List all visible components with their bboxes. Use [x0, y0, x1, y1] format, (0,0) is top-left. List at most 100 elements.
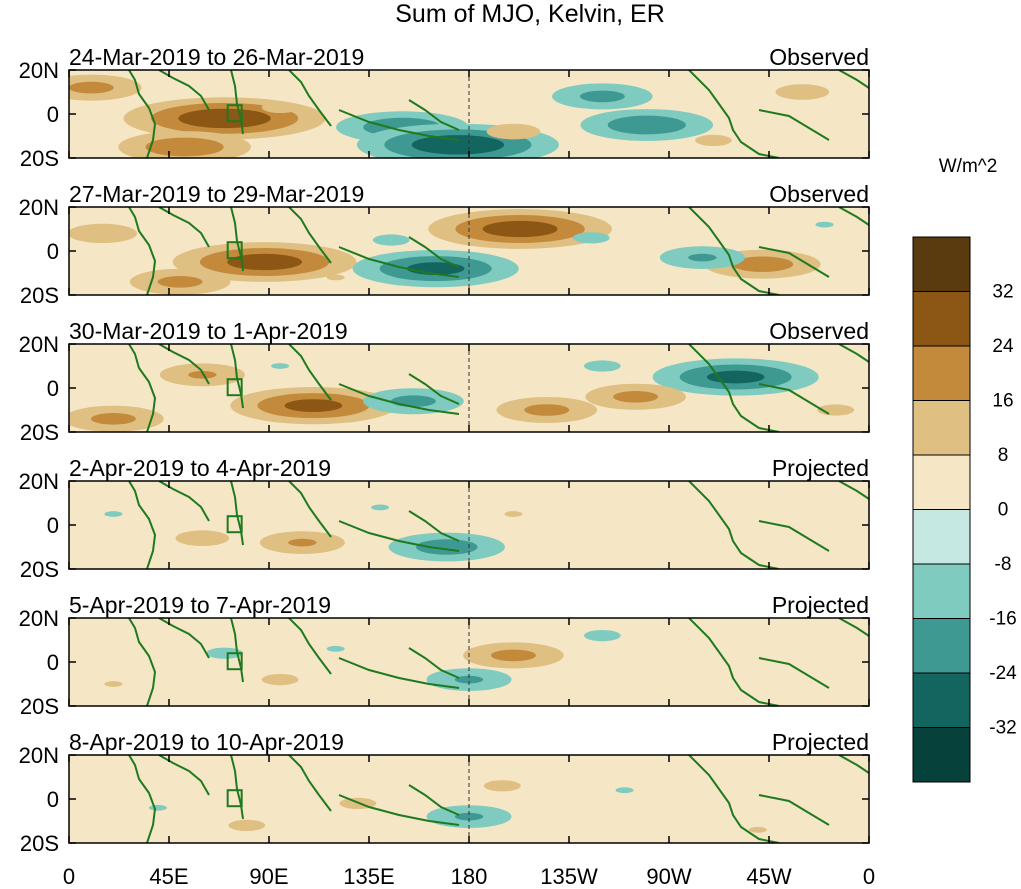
panel-status-label: Projected — [772, 592, 869, 618]
anomaly-contour — [288, 538, 317, 547]
x-tick-label: 180 — [451, 864, 488, 889]
x-tick-label: 135W — [540, 864, 598, 889]
anomaly-contour — [104, 511, 123, 517]
anomaly-contour — [688, 253, 717, 262]
coastline — [230, 344, 244, 409]
anomaly-contour — [579, 90, 625, 103]
y-tick-label: 0 — [47, 239, 59, 264]
y-tick-label: 20S — [20, 420, 59, 445]
x-axis: 0 45E 90E 135E 180 135W 90W 45W 0 — [63, 864, 875, 889]
anomaly-contour — [371, 504, 390, 511]
coastline — [408, 647, 460, 679]
coastline — [838, 344, 869, 363]
coastline — [838, 755, 869, 774]
coastline — [128, 70, 157, 158]
region-box — [226, 515, 243, 534]
anomaly-contour — [284, 399, 343, 412]
anomaly-contour — [271, 363, 290, 369]
anomaly-contour — [731, 256, 794, 272]
figure-title: Sum of MJO, Kelvin, ER — [395, 0, 665, 28]
colorbar-swatch — [912, 618, 971, 674]
anomaly-contour — [145, 137, 224, 157]
colorbar: W/m^2 32 24 16 8 0 -8 -16 -24 -32 — [912, 156, 1017, 783]
y-tick-label: 20S — [20, 694, 59, 719]
panel-plot-area — [69, 344, 869, 432]
coastline — [338, 246, 460, 278]
y-tick-label: 0 — [47, 787, 59, 812]
anomaly-contour — [228, 819, 266, 831]
coastline — [338, 109, 460, 141]
panel-plot-area — [69, 481, 869, 569]
anomaly-contour — [178, 108, 271, 129]
x-tick-label: 45E — [149, 864, 188, 889]
y-tick-label: 20N — [19, 195, 59, 220]
anomaly-contour — [157, 276, 203, 288]
y-tick-label: 20S — [20, 146, 59, 171]
anomaly-contour — [454, 675, 484, 684]
coastline — [838, 70, 869, 89]
colorbar-swatch — [912, 672, 971, 728]
coastline — [288, 755, 332, 812]
panel-status-label: Projected — [772, 455, 869, 481]
region-box — [226, 652, 243, 671]
colorbar-tick-label: 32 — [992, 282, 1013, 303]
colorbar-swatch — [912, 509, 971, 565]
coastline — [408, 236, 460, 268]
coastline — [408, 373, 460, 405]
coastline — [338, 383, 460, 415]
y-tick-label: 20S — [20, 283, 59, 308]
panel-plot-area — [69, 755, 869, 843]
y-tick-label: 0 — [47, 513, 59, 538]
coastline — [838, 618, 869, 637]
colorbar-swatch — [912, 727, 971, 783]
anomaly-contour — [261, 101, 299, 113]
panel-4: 20N 0 20S 2-Apr-2019 to 4-Apr-2019 Projected — [19, 455, 870, 582]
coastline — [838, 207, 869, 226]
anomaly-contour — [615, 787, 634, 794]
coastline — [758, 657, 830, 689]
coastline — [408, 784, 460, 816]
coastline — [128, 618, 157, 706]
coastline — [688, 755, 780, 843]
anomaly-contour — [69, 223, 138, 244]
colorbar-tick-label: 8 — [998, 445, 1009, 466]
region-box — [226, 104, 243, 123]
anomaly-contour — [148, 804, 167, 811]
coastline — [338, 794, 460, 826]
coastline — [838, 481, 869, 500]
anomaly-contour — [104, 681, 123, 687]
panel-status-label: Observed — [769, 44, 869, 70]
panel-6: 20N 0 20S 8-Apr-2019 to 10-Apr-2019 Projecte… — [19, 729, 870, 856]
panel-plot-area — [69, 618, 869, 706]
anomaly-contour — [326, 274, 345, 281]
y-tick-label: 20N — [19, 606, 59, 631]
panel-2: 20N 0 20S 27-Mar-2019 to 29-Mar-2019 Observe… — [19, 181, 870, 308]
anomaly-contour — [372, 234, 410, 246]
coastline — [688, 481, 780, 569]
coastline — [230, 70, 244, 135]
panel-period-label: 5-Apr-2019 to 7-Apr-2019 — [69, 592, 331, 618]
colorbar-swatch — [912, 345, 971, 401]
coastline — [230, 618, 244, 683]
panel-status-label: Projected — [772, 729, 869, 755]
y-tick-label: 0 — [47, 102, 59, 127]
coastline — [688, 618, 780, 706]
y-tick-label: 20N — [19, 743, 59, 768]
colorbar-tick-label: 16 — [992, 391, 1013, 412]
coastline — [230, 481, 244, 546]
anomaly-contour — [326, 645, 345, 652]
region-box — [226, 378, 243, 397]
coastline — [288, 70, 332, 127]
panel-period-label: 24-Mar-2019 to 26-Mar-2019 — [69, 44, 364, 70]
anomaly-contour — [483, 780, 521, 792]
coastline — [230, 207, 244, 272]
colorbar-tick-label: -8 — [995, 554, 1012, 575]
anomaly-contour — [583, 630, 621, 642]
coastline — [338, 520, 460, 552]
coastline — [288, 344, 332, 401]
anomaly-contour — [69, 81, 114, 94]
panel-status-label: Observed — [769, 181, 869, 207]
anomaly-contour — [482, 220, 558, 238]
region-box — [226, 241, 243, 260]
